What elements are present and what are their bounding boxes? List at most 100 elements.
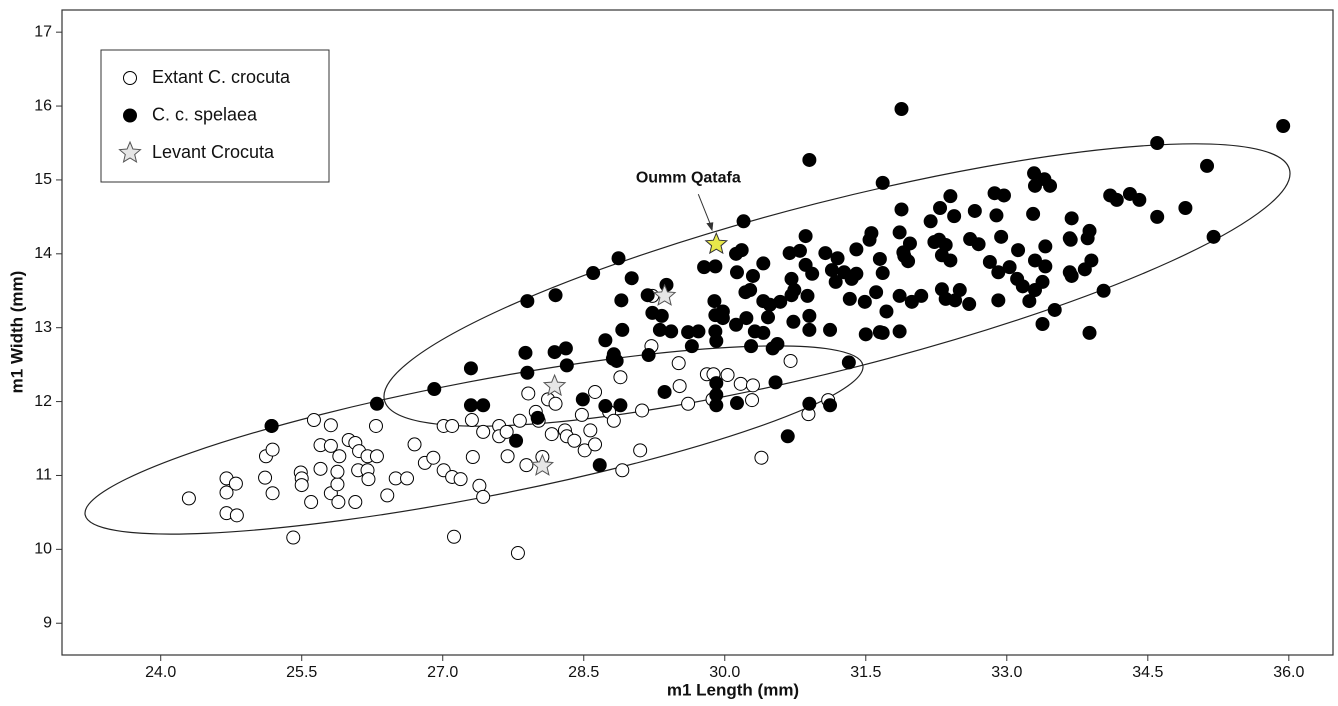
data-point (609, 353, 624, 368)
data-point (849, 266, 864, 281)
data-point (1063, 232, 1078, 247)
data-point (1047, 302, 1062, 317)
data-point (783, 353, 798, 368)
data-point (805, 266, 820, 281)
data-point (1276, 118, 1291, 133)
x-tick-label: 27.0 (427, 664, 458, 681)
data-point (520, 294, 535, 309)
data-point (830, 251, 845, 266)
data-point (756, 256, 771, 271)
data-point (1011, 243, 1026, 258)
data-point (708, 259, 723, 274)
data-point (598, 399, 613, 414)
data-point (510, 546, 525, 561)
data-point (857, 294, 872, 309)
data-point (331, 495, 346, 510)
data-point (464, 413, 479, 428)
data-point (294, 478, 309, 493)
data-point (400, 471, 415, 486)
data-point (476, 398, 491, 413)
data-point (892, 324, 907, 339)
data-point (1082, 325, 1097, 340)
data-point (744, 339, 759, 354)
data-point (181, 491, 196, 506)
data-point (901, 254, 916, 269)
data-point (756, 325, 771, 340)
data-point (894, 102, 909, 117)
x-tick-label: 30.0 (709, 664, 740, 681)
data-point (286, 530, 301, 545)
x-tick-label: 36.0 (1273, 664, 1304, 681)
data-point (258, 470, 273, 485)
data-point (707, 294, 722, 309)
data-point (330, 464, 345, 479)
data-point (875, 266, 890, 281)
y-tick-label: 12 (34, 393, 52, 410)
legend-marker (123, 71, 137, 85)
annotation-text: Oumm Qatafa (636, 169, 741, 186)
data-point (613, 398, 628, 413)
data-point (332, 449, 347, 464)
legend-box (100, 49, 330, 183)
data-point (734, 243, 749, 258)
data-point (991, 293, 1006, 308)
data-point (892, 288, 907, 303)
data-point (943, 253, 958, 268)
data-point (745, 268, 760, 283)
data-point (558, 341, 573, 356)
data-point (1038, 259, 1053, 274)
data-point (542, 373, 567, 397)
data-point (989, 208, 1004, 223)
data-point (672, 379, 687, 394)
x-tick-label: 24.0 (145, 664, 176, 681)
data-point (586, 266, 601, 281)
data-point (849, 242, 864, 257)
data-point (729, 396, 744, 411)
data-point (971, 237, 986, 252)
data-point (530, 453, 555, 476)
data-point (426, 450, 441, 465)
data-point (1002, 260, 1017, 275)
data-point (1150, 135, 1165, 150)
data-point (361, 472, 376, 487)
data-point (780, 429, 795, 444)
data-point (598, 333, 613, 348)
data-point (754, 450, 769, 465)
data-point (802, 308, 817, 323)
data-point (736, 214, 751, 229)
data-point (709, 333, 724, 348)
data-point (1026, 206, 1041, 221)
data-point (407, 437, 422, 452)
data-point (518, 345, 533, 360)
data-point (613, 370, 628, 385)
data-point (729, 317, 744, 332)
data-point (894, 202, 909, 217)
data-point (574, 407, 589, 422)
data-point (559, 358, 574, 373)
data-point (802, 396, 817, 411)
y-tick-label: 15 (34, 171, 52, 188)
data-point (499, 424, 514, 439)
data-point (615, 463, 630, 478)
data-point (588, 437, 603, 452)
data-point (615, 322, 630, 337)
data-point (875, 175, 890, 190)
data-point (1027, 178, 1042, 193)
y-tick-label: 13 (34, 319, 52, 336)
data-point (872, 251, 887, 266)
data-point (229, 508, 244, 523)
data-point (768, 375, 783, 390)
legend-marker (118, 140, 142, 163)
data-point (952, 283, 967, 298)
data-point (520, 365, 535, 380)
data-point (798, 229, 813, 244)
data-point (657, 384, 672, 399)
x-tick-label: 31.5 (850, 664, 881, 681)
data-point (1150, 209, 1165, 224)
data-point (427, 382, 442, 397)
data-point (1064, 211, 1079, 226)
data-point (1109, 192, 1124, 207)
data-point (583, 423, 598, 438)
